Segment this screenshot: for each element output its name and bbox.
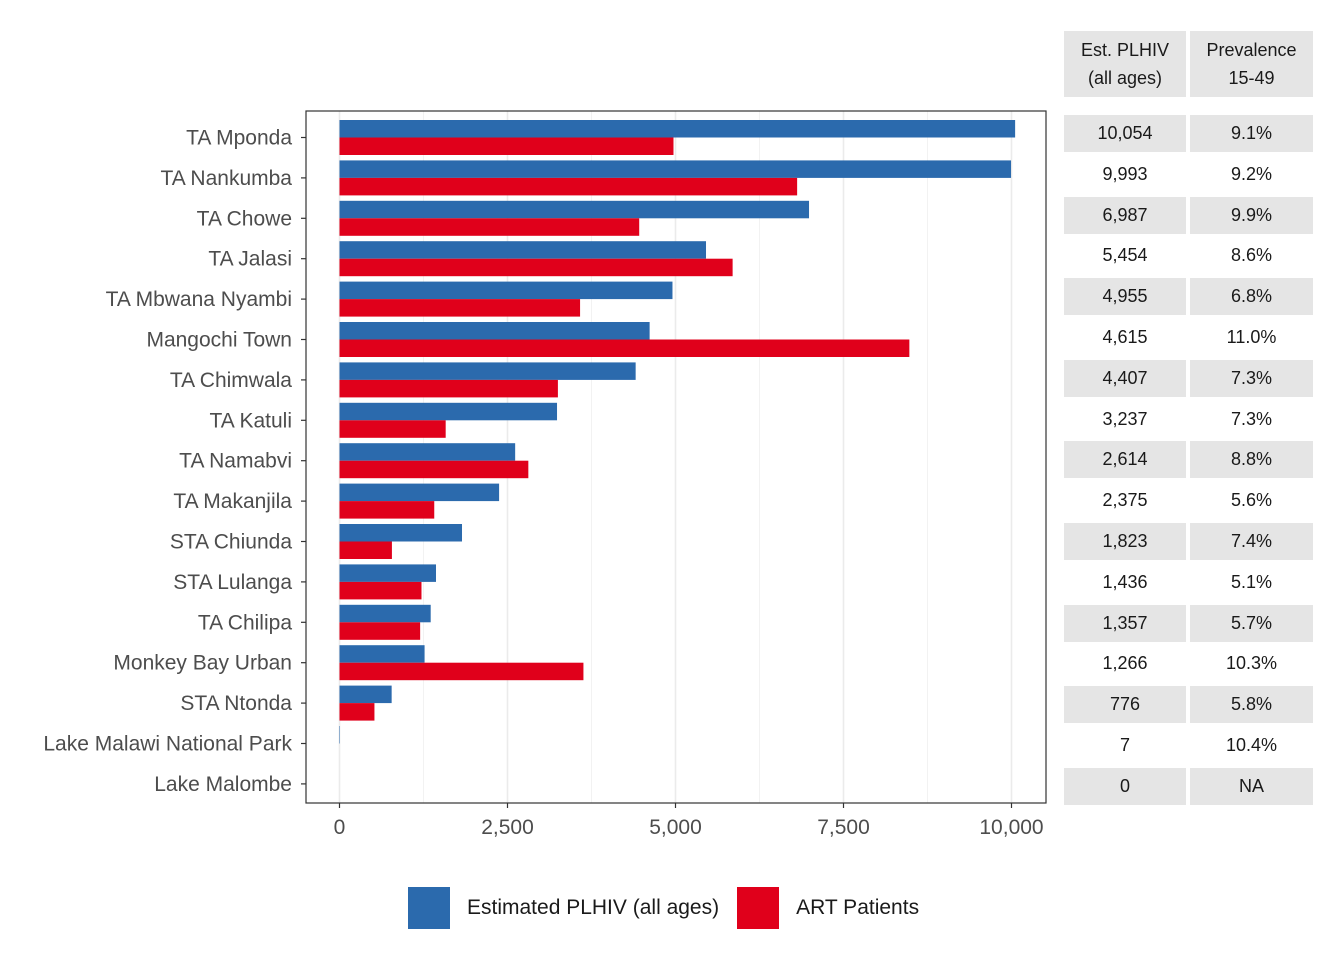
legend-item-art: ART Patients bbox=[737, 887, 919, 929]
bar-plhiv bbox=[339, 281, 673, 300]
table-cell-prevalence: 8.6% bbox=[1190, 237, 1313, 275]
table-header-plhiv: Est. PLHIV (all ages) bbox=[1064, 31, 1186, 97]
bar-art bbox=[339, 460, 529, 479]
table-cell-plhiv: 1,266 bbox=[1064, 645, 1186, 683]
bar-plhiv bbox=[339, 645, 425, 663]
table-cell-plhiv: 776 bbox=[1064, 686, 1186, 724]
y-tick-label: STA Ntonda bbox=[180, 692, 292, 715]
bar-art bbox=[339, 177, 798, 196]
legend-key-plhiv bbox=[408, 887, 450, 929]
table-cell-plhiv: 2,614 bbox=[1064, 441, 1186, 479]
y-tick-label: TA Makanjila bbox=[173, 490, 292, 513]
x-tick-label: 5,000 bbox=[649, 816, 702, 839]
table-cell-plhiv: 6,987 bbox=[1064, 196, 1186, 234]
table-cell-plhiv: 0 bbox=[1064, 767, 1186, 805]
y-tick-label: TA Chowe bbox=[197, 207, 292, 230]
bar-plhiv bbox=[339, 241, 707, 259]
table-cell-prevalence: 5.7% bbox=[1190, 604, 1313, 642]
bar-plhiv bbox=[339, 362, 636, 380]
table-cell-plhiv: 3,237 bbox=[1064, 400, 1186, 438]
legend-item-plhiv: Estimated PLHIV (all ages) bbox=[408, 887, 719, 929]
table-cell-prevalence: 8.8% bbox=[1190, 441, 1313, 479]
y-tick-label: STA Chiunda bbox=[170, 531, 293, 554]
table-cell-prevalence: 9.9% bbox=[1190, 196, 1313, 234]
y-tick-label: Lake Malawi National Park bbox=[43, 733, 292, 756]
x-tick-label: 0 bbox=[334, 816, 346, 839]
table-cell-plhiv: 4,955 bbox=[1064, 278, 1186, 316]
bar-art bbox=[339, 258, 733, 277]
y-tick-label: TA Chilipa bbox=[198, 611, 292, 634]
bar-plhiv bbox=[339, 483, 500, 502]
table-cell-prevalence: 5.1% bbox=[1190, 563, 1313, 601]
y-tick-label: TA Katuli bbox=[210, 409, 292, 432]
y-tick-label: TA Chimwala bbox=[170, 369, 292, 392]
table-cell-prevalence: NA bbox=[1190, 767, 1313, 805]
bar-art bbox=[339, 703, 375, 721]
table-cell-prevalence: 9.2% bbox=[1190, 155, 1313, 193]
legend-label-art: ART Patients bbox=[796, 896, 920, 919]
bar-art bbox=[339, 137, 674, 155]
table-cell-prevalence: 7.4% bbox=[1190, 523, 1313, 560]
table-cell-plhiv: 2,375 bbox=[1064, 482, 1186, 520]
x-tick-label: 10,000 bbox=[979, 816, 1043, 839]
bar-plhiv bbox=[339, 685, 392, 704]
y-tick-label: TA Nankumba bbox=[160, 167, 292, 190]
bar-plhiv bbox=[339, 604, 431, 623]
bar-plhiv bbox=[339, 160, 1012, 178]
bar-art bbox=[339, 622, 421, 640]
table-header-prevalence: Prevalence 15-49 bbox=[1190, 31, 1313, 97]
bar-art bbox=[339, 662, 584, 681]
table-cell-plhiv: 4,615 bbox=[1064, 319, 1186, 356]
x-tick-label: 7,500 bbox=[817, 816, 870, 839]
bar-art bbox=[339, 299, 581, 317]
table-cell-prevalence: 7.3% bbox=[1190, 359, 1313, 397]
y-tick-label: STA Lulanga bbox=[173, 571, 292, 594]
bar-plhiv bbox=[339, 524, 463, 542]
table-cell-plhiv: 5,454 bbox=[1064, 237, 1186, 275]
y-tick-label: Mangochi Town bbox=[146, 329, 292, 352]
bar-plhiv bbox=[339, 200, 810, 219]
x-tick-label: 2,500 bbox=[481, 816, 534, 839]
table-cell-prevalence: 10.4% bbox=[1190, 727, 1313, 764]
y-tick-label: TA Jalasi bbox=[208, 248, 292, 271]
table-cell-plhiv: 10,054 bbox=[1064, 115, 1186, 152]
bar-art bbox=[339, 420, 446, 438]
y-tick-label: TA Mbwana Nyambi bbox=[106, 288, 292, 311]
table-cell-plhiv: 4,407 bbox=[1064, 359, 1186, 397]
table-cell-prevalence: 5.8% bbox=[1190, 686, 1313, 724]
bar-plhiv bbox=[339, 402, 558, 421]
table-cell-prevalence: 5.6% bbox=[1190, 482, 1313, 520]
bar-art bbox=[339, 339, 910, 357]
y-tick-label: Monkey Bay Urban bbox=[113, 652, 292, 675]
table-cell-plhiv: 1,436 bbox=[1064, 563, 1186, 601]
legend-label-plhiv: Estimated PLHIV (all ages) bbox=[467, 896, 720, 919]
y-tick-label: Lake Malombe bbox=[154, 773, 292, 796]
bar-plhiv bbox=[339, 564, 436, 582]
table-cell-plhiv: 7 bbox=[1064, 727, 1186, 764]
table-cell-prevalence: 9.1% bbox=[1190, 115, 1313, 152]
legend-key-art bbox=[737, 887, 780, 929]
table-cell-plhiv: 9,993 bbox=[1064, 155, 1186, 193]
table-cell-prevalence: 10.3% bbox=[1190, 645, 1313, 683]
bar-art bbox=[339, 501, 435, 519]
y-tick-label: TA Mponda bbox=[186, 127, 292, 150]
bar-art bbox=[339, 581, 422, 600]
bar-plhiv bbox=[339, 120, 1016, 138]
bar-art bbox=[339, 379, 558, 398]
bar-art bbox=[339, 218, 640, 236]
table-cell-plhiv: 1,823 bbox=[1064, 523, 1186, 560]
chart-legend: Estimated PLHIV (all ages) ART Patients bbox=[408, 886, 937, 930]
bar-plhiv bbox=[339, 322, 650, 340]
table-cell-prevalence: 7.3% bbox=[1190, 400, 1313, 438]
bar-plhiv bbox=[339, 443, 516, 461]
y-tick-label: TA Namabvi bbox=[179, 450, 292, 473]
bar-art bbox=[339, 541, 392, 559]
table-cell-plhiv: 1,357 bbox=[1064, 604, 1186, 642]
table-cell-prevalence: 6.8% bbox=[1190, 278, 1313, 316]
table-cell-prevalence: 11.0% bbox=[1190, 319, 1313, 356]
